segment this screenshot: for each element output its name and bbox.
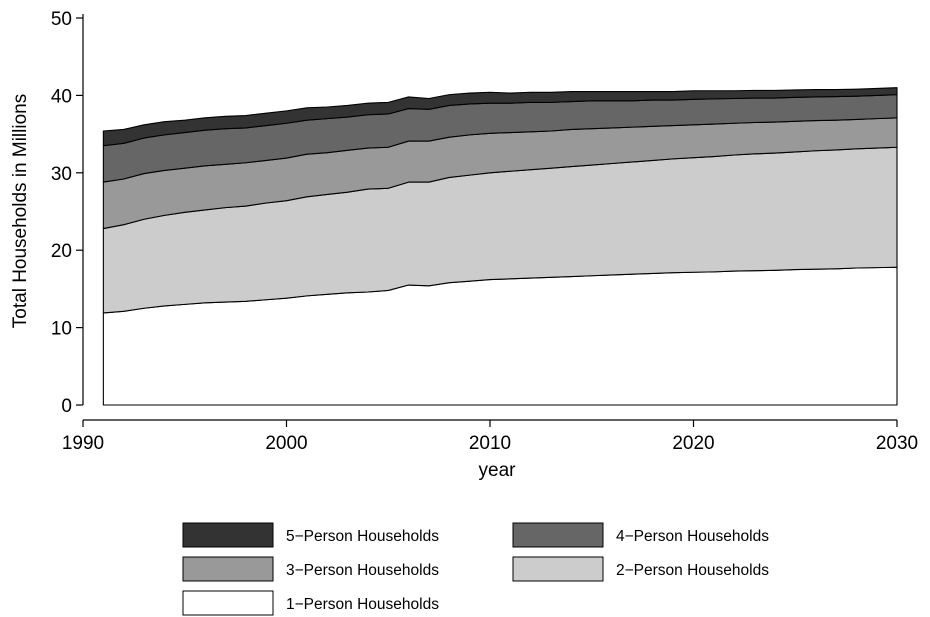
- y-tick-label: 20: [51, 241, 72, 262]
- y-tick-label: 10: [51, 319, 72, 340]
- x-tick-label: 2020: [672, 433, 714, 454]
- y-axis-title: Total Households in Millions: [10, 94, 31, 328]
- legend-label: 1−Person Households: [286, 596, 439, 613]
- x-tick-label: 2030: [876, 433, 918, 454]
- legend-label: 4−Person Households: [616, 528, 769, 545]
- x-tick-label: 1990: [62, 433, 104, 454]
- legend-label: 2−Person Households: [616, 562, 769, 579]
- legend-swatch: [512, 522, 604, 548]
- legend: 5−Person Households 4−Person Households 3−…: [182, 522, 769, 616]
- legend-swatch: [182, 522, 274, 548]
- legend-label: 5−Person Households: [286, 528, 439, 545]
- legend-swatch: [182, 556, 274, 582]
- legend-swatch: [512, 556, 604, 582]
- area-layer: [102, 87, 898, 406]
- x-axis-title: year: [479, 460, 517, 481]
- y-tick-label: 50: [51, 9, 72, 30]
- x-tick-label: 2010: [469, 433, 511, 454]
- y-tick-label: 0: [61, 396, 72, 417]
- y-tick-label: 40: [51, 86, 72, 107]
- area-5-person: [102, 87, 898, 147]
- legend-label: 3−Person Households: [286, 562, 439, 579]
- legend-swatch: [182, 590, 274, 616]
- y-tick-label: 30: [51, 164, 72, 185]
- x-tick-label: 2000: [265, 433, 307, 454]
